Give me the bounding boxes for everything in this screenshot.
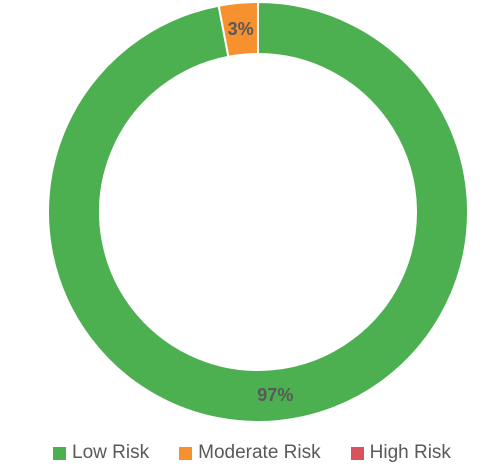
legend-swatch-low-risk	[53, 446, 67, 460]
legend-label-low-risk: Low Risk	[72, 442, 150, 463]
chart-legend: Low Risk Moderate Risk High Risk	[0, 440, 504, 466]
slice-label-moderate-risk: 3%	[228, 19, 254, 39]
donut-chart-svg: 97% 3%	[47, 0, 469, 423]
slice-moderate-risk	[217, 0, 259, 58]
legend-swatch-moderate-risk	[179, 446, 193, 460]
legend-item-low-risk: Low Risk	[53, 442, 149, 464]
legend-label-high-risk: High Risk	[369, 442, 451, 463]
legend-item-moderate-risk: Moderate Risk	[179, 442, 321, 464]
slice-label-low-risk: 97%	[257, 385, 293, 405]
legend-label-moderate-risk: Moderate Risk	[198, 442, 321, 463]
slice-low-risk	[47, 0, 469, 423]
legend-item-high-risk: High Risk	[350, 442, 451, 464]
legend-swatch-high-risk	[350, 446, 364, 460]
